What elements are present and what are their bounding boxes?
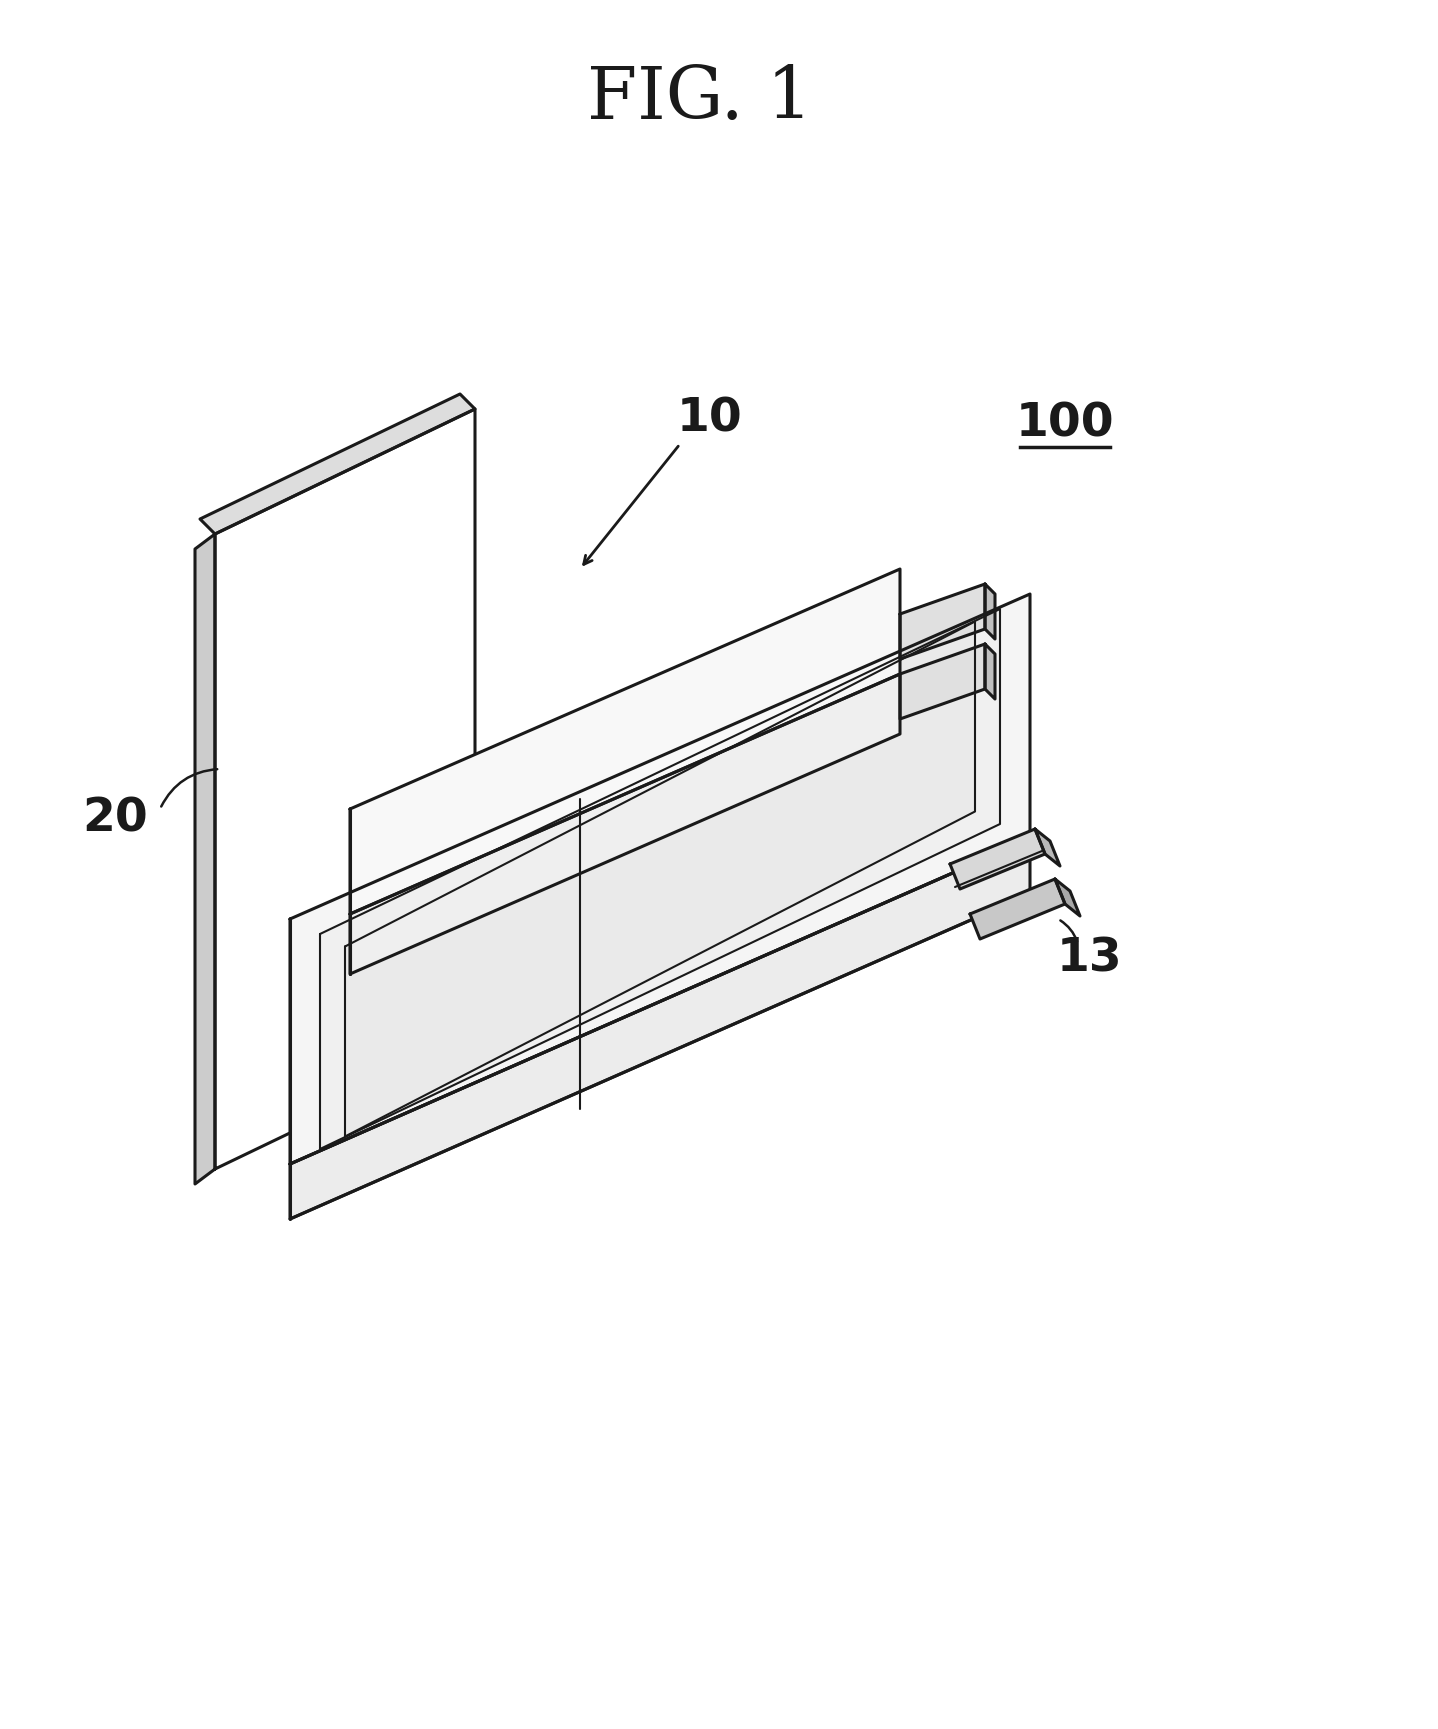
- Polygon shape: [985, 584, 995, 640]
- Text: 100: 100: [1015, 401, 1114, 446]
- Polygon shape: [1035, 828, 1060, 866]
- Polygon shape: [1055, 878, 1080, 916]
- Text: 13: 13: [1057, 937, 1123, 982]
- Polygon shape: [345, 621, 975, 1136]
- Polygon shape: [321, 609, 999, 1150]
- Polygon shape: [349, 569, 900, 915]
- Polygon shape: [985, 643, 995, 699]
- Polygon shape: [900, 584, 985, 659]
- Text: 20: 20: [82, 797, 148, 842]
- Polygon shape: [196, 534, 216, 1184]
- Polygon shape: [349, 674, 900, 973]
- Text: FIG. 1: FIG. 1: [587, 64, 812, 135]
- Polygon shape: [971, 878, 1066, 939]
- Polygon shape: [216, 410, 475, 1169]
- Polygon shape: [290, 595, 1030, 1164]
- Polygon shape: [900, 643, 985, 719]
- Polygon shape: [290, 839, 1030, 1219]
- Polygon shape: [200, 394, 475, 534]
- Text: 10: 10: [677, 396, 743, 441]
- Polygon shape: [951, 828, 1045, 889]
